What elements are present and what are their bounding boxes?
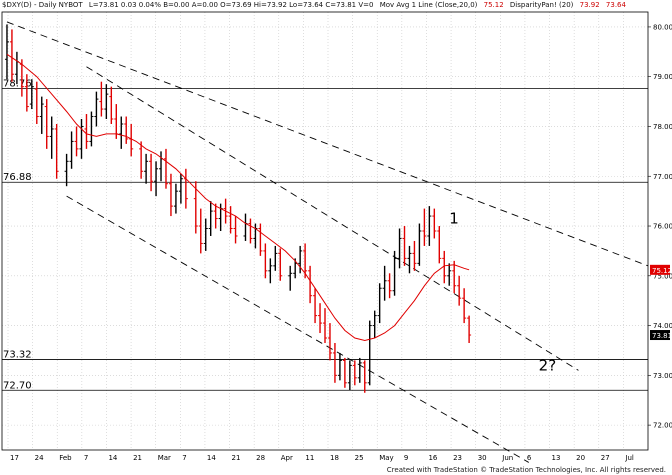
y-tick-label: 74.00 (653, 322, 672, 330)
x-tick-label: 24 (35, 454, 44, 462)
x-tick-label: May (379, 454, 393, 462)
x-tick-label: 6 (527, 454, 532, 462)
price-flag-label: 75.12 (652, 267, 672, 275)
moving-average-line (6, 53, 470, 342)
y-tick-label: 75.00 (653, 272, 672, 280)
price-flag (650, 330, 670, 341)
y-tick-label: 73.00 (653, 372, 672, 380)
indicator2-value-1: 73.92 (579, 1, 600, 9)
x-tick-label: 20 (576, 454, 585, 462)
level-label: 73.32 (3, 349, 32, 360)
x-tick-label: 27 (601, 454, 610, 462)
y-tick-label: 77.00 (653, 173, 672, 181)
y-tick-label: 76.00 (653, 223, 672, 231)
x-tick-label: 17 (10, 454, 19, 462)
level-label: 76.88 (3, 172, 32, 183)
chart-annotation: 2? (539, 356, 557, 374)
x-tick-label: Jun (501, 454, 513, 462)
x-tick-label: 9 (404, 454, 408, 462)
plot-frame (1, 11, 649, 451)
y-tick-label: 78.00 (653, 123, 672, 131)
x-tick-label: 11 (305, 454, 314, 462)
channel-line (86, 66, 579, 371)
x-tick-label: 14 (108, 454, 117, 462)
x-tick-label: 21 (232, 454, 241, 462)
indicator-value: 75.12 (483, 1, 504, 9)
symbol-label: $DXY(D) - Daily NYBOT (2, 1, 83, 9)
x-tick-label: Mar (158, 454, 171, 462)
x-tick-label: 7 (84, 454, 88, 462)
x-tick-label: 14 (207, 454, 216, 462)
y-tick-label: 79.00 (653, 73, 672, 81)
x-tick-label: 30 (478, 454, 487, 462)
indicator2-value-2: 73.64 (605, 1, 626, 9)
x-tick-label: 23 (453, 454, 462, 462)
copyright-credit: Created with TradeStation © TradeStation… (386, 466, 666, 474)
chart-annotation: 1 (449, 210, 459, 228)
x-tick-label: 28 (256, 454, 265, 462)
x-tick-label: Apr (281, 454, 293, 462)
level-label: 72.70 (3, 380, 32, 391)
x-tick-label: 21 (133, 454, 142, 462)
x-tick-label: 16 (428, 454, 437, 462)
quote-stats: L=73.81 0.03 0.04% B=0.00 A=0.00 O=73.69… (88, 1, 374, 9)
channel-line (66, 195, 529, 463)
price-flag (650, 264, 670, 275)
indicator2-label: DisparityPan! (20) (509, 1, 574, 9)
chart-header: $DXY(D) - Daily NYBOT L=73.81 0.03 0.04%… (2, 1, 630, 9)
x-tick-label: Jul (624, 454, 634, 462)
x-tick-label: 7 (182, 454, 186, 462)
x-tick-label: 25 (355, 454, 364, 462)
channel-line (6, 21, 649, 267)
y-tick-label: 80.00 (653, 23, 672, 31)
x-tick-label: 18 (330, 454, 339, 462)
indicator-label: Mov Avg 1 Line (Close,20,0) (379, 1, 478, 9)
y-tick-label: 72.00 (653, 422, 672, 430)
x-tick-label: 13 (552, 454, 561, 462)
price-flag-label: 73.81 (652, 332, 672, 340)
x-tick-label: Feb (59, 454, 72, 462)
